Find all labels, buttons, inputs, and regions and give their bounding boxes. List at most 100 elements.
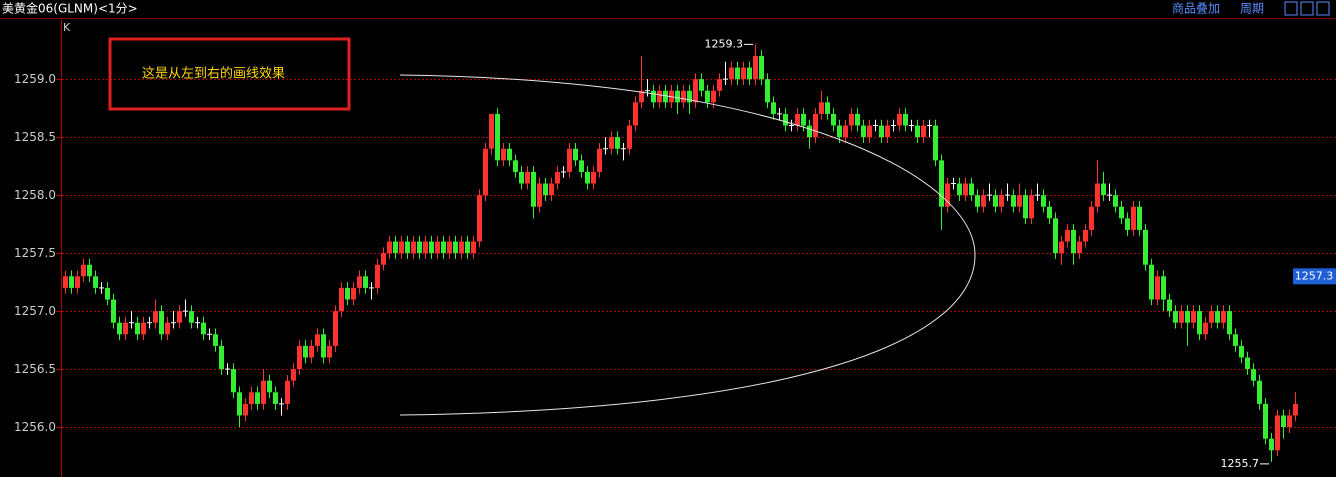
nav-button[interactable] [1284,1,1298,16]
candle-body [741,67,746,80]
low-label: 1255.7 [1221,457,1260,470]
candle-body [1137,206,1142,230]
candle-body [1257,380,1262,404]
candle-body [969,183,974,196]
candle-body [489,113,494,149]
y-tick-label: 1258.0 [14,188,56,202]
candle-body [273,392,278,404]
candle-body [75,276,80,288]
candle-body [1269,438,1274,451]
candle-body [105,287,110,300]
candle-body [1167,299,1172,312]
candle-body [1113,195,1118,207]
candle-body [243,403,248,416]
candle-body [825,102,830,114]
candle-body [639,90,644,103]
candle-body [483,148,488,196]
candle-body [939,160,944,207]
candle-body [441,241,446,254]
period-label: K [63,21,71,34]
high-label: 1259.3 [705,37,744,50]
candle-body [447,241,452,254]
candle-body [957,183,962,196]
candle-body [399,241,404,254]
candle-body [1203,322,1208,335]
candle-body [729,67,734,80]
candle-body [1209,311,1214,323]
candle-body [219,345,224,370]
candle-body [135,322,140,335]
candle-body [657,90,662,103]
candle-body [333,311,338,346]
candle-body [897,113,902,126]
candle-body [69,276,74,288]
nav-button[interactable] [1300,1,1314,16]
candle-body [549,183,554,196]
candle-body [1251,369,1256,381]
candle-body [1179,311,1184,323]
y-tick-label: 1257.0 [14,304,56,318]
candle-body [1239,345,1244,358]
labels: 1256.0 1256.5 1257.0 1257.5 1258.0 1258.5 1259… [14,37,1336,470]
candle-body [933,125,938,161]
candle-body [87,264,92,277]
candle-body [465,241,470,254]
candle-body [345,287,350,300]
candle-body [423,241,428,254]
candle-body [651,90,656,103]
y-tick-label: 1256.0 [14,420,56,434]
candle-body [573,148,578,161]
candle-body [945,183,950,207]
candle-body [297,345,302,370]
candle-body [591,171,596,184]
candle-body [537,183,542,207]
nav-button[interactable] [1316,1,1330,16]
candle-body [1017,195,1022,207]
candle-body [141,322,146,335]
candle-body [567,148,572,172]
candle-body [267,380,272,393]
candle-body [165,322,170,335]
candle-body [303,345,308,358]
candle-body [339,287,344,312]
candle-body [1047,206,1052,219]
candle-body [1083,229,1088,242]
candle-body [519,171,524,184]
candle-body [357,276,362,288]
candle-body [1071,229,1076,254]
last-price-box [1293,268,1336,285]
candle-body [1089,206,1094,230]
candle-body [1185,311,1190,323]
candle-body [1215,311,1220,323]
candle-body [1065,229,1070,242]
candle-body [735,67,740,80]
candle-body [555,171,560,184]
header-bar [0,0,1336,18]
candle-body [717,79,722,91]
candle-body [1077,241,1082,254]
candle-body [417,241,422,254]
candle-body [189,311,194,323]
drawn-curve [399,74,976,416]
candle-body [1029,195,1034,219]
candle-body [249,392,254,404]
toolbar-button[interactable]: 商品叠加 [1172,1,1220,16]
candle-body [1287,415,1292,428]
candle-body [453,241,458,254]
candle-body [675,90,680,103]
candle-body [1245,357,1250,370]
candle-body [981,195,986,207]
candle-body [471,241,476,254]
candle-body [1293,403,1298,416]
candle-body [849,113,854,126]
candle-body [1143,229,1148,265]
candle-body [903,113,908,126]
candle-body [1119,206,1124,219]
candle-body [1053,218,1058,254]
toolbar-button[interactable]: 周期 [1240,2,1264,16]
candle-body [153,311,158,323]
candle-body [861,125,866,138]
candle-body [1191,311,1196,323]
candle-body [291,369,296,381]
candle-body [975,195,980,207]
